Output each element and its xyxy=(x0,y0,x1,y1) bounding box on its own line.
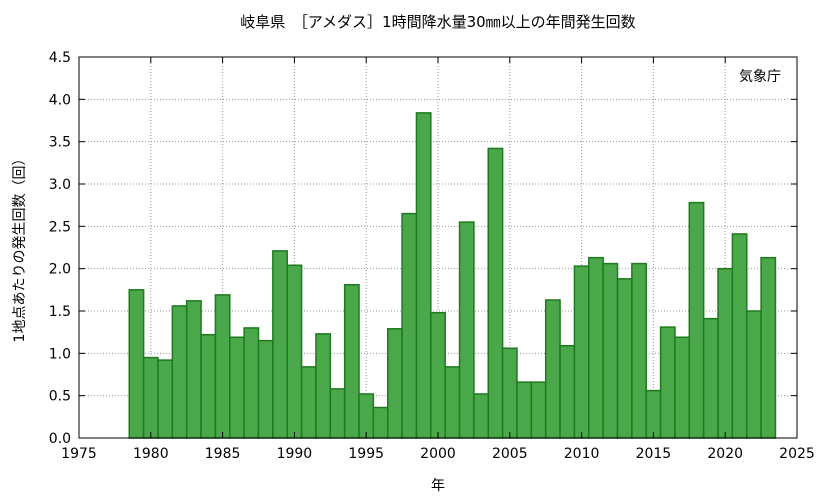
bar-2007 xyxy=(530,381,547,439)
bar-1985 xyxy=(214,294,231,439)
bar-1982 xyxy=(171,305,188,439)
x-axis-label: 年 xyxy=(431,478,445,494)
bar-1996 xyxy=(372,406,389,439)
bar-2015 xyxy=(645,389,662,439)
bar-2017 xyxy=(674,336,691,439)
bar-1979 xyxy=(128,289,145,439)
bars xyxy=(128,112,777,439)
bar-1995 xyxy=(358,393,375,439)
y-tick-label: 1.5 xyxy=(49,304,71,320)
y-tick-label: 2.0 xyxy=(49,262,71,278)
bar-1988 xyxy=(257,339,274,439)
bar-2001 xyxy=(444,366,461,439)
bar-1989 xyxy=(272,250,288,439)
bar-2014 xyxy=(631,262,647,439)
bar-2004 xyxy=(487,147,504,439)
y-tick-label: 0.5 xyxy=(49,389,71,405)
bar-2018 xyxy=(688,201,705,439)
bar-2022 xyxy=(745,310,762,439)
y-tick-label: 3.0 xyxy=(49,177,71,193)
bar-1980 xyxy=(142,356,159,439)
x-tick-label: 2005 xyxy=(492,446,528,462)
bar-1990 xyxy=(286,264,303,439)
bar-1994 xyxy=(343,284,360,439)
y-tick-label: 3.5 xyxy=(49,135,71,151)
x-tick-label: 2020 xyxy=(707,446,743,462)
bar-1997 xyxy=(386,328,403,439)
bar-1993 xyxy=(329,388,346,439)
bar-2008 xyxy=(544,299,561,439)
bar-2013 xyxy=(616,278,633,439)
bar-1981 xyxy=(157,359,174,439)
x-tick-label: 1995 xyxy=(348,446,384,462)
y-tick-label: 0.0 xyxy=(49,431,71,447)
y-axis-label: 1地点あたりの発生回数（回） xyxy=(12,152,28,343)
x-tick-label: 2000 xyxy=(420,446,456,462)
y-tick-label: 4.5 xyxy=(49,50,71,66)
y-tick-label: 1.0 xyxy=(49,346,71,362)
bar-2012 xyxy=(602,262,619,439)
bar-1998 xyxy=(401,212,418,439)
bar-2000 xyxy=(430,311,446,439)
bar-2003 xyxy=(473,393,490,439)
bar-1987 xyxy=(243,327,260,439)
ticks: 1975 1980 1985 1990 1995 2000 2005 2010 2015 2020… xyxy=(49,50,815,462)
bar-1984 xyxy=(200,333,217,439)
bar-2016 xyxy=(659,326,676,439)
bar-2009 xyxy=(559,344,576,439)
bar-1983 xyxy=(185,300,202,439)
x-tick-label: 1985 xyxy=(205,446,241,462)
y-tick-label: 2.5 xyxy=(49,219,71,235)
bar-2002 xyxy=(458,221,475,439)
x-tick-label: 2015 xyxy=(636,446,672,462)
source-label: 気象庁 xyxy=(739,69,781,85)
bar-1999 xyxy=(415,112,432,439)
bar-2005 xyxy=(501,347,518,439)
bar-2023 xyxy=(760,256,777,439)
bar-2019 xyxy=(702,317,719,439)
x-tick-label: 2010 xyxy=(564,446,600,462)
bar-1992 xyxy=(315,333,332,439)
grid-lines xyxy=(79,57,797,438)
chart-title: 岐阜県 ［アメダス］1時間降水量30㎜以上の年間発生回数 xyxy=(240,13,635,31)
bar-2006 xyxy=(516,381,533,439)
x-tick-label: 1975 xyxy=(61,446,97,462)
bar-2011 xyxy=(588,256,604,439)
x-tick-label: 1990 xyxy=(277,446,313,462)
bar-2021 xyxy=(731,233,748,439)
bar-2020 xyxy=(717,267,734,439)
y-tick-label: 4.0 xyxy=(49,92,71,108)
x-tick-label: 1980 xyxy=(133,446,169,462)
bar-2010 xyxy=(573,265,590,439)
x-tick-label: 2025 xyxy=(779,446,815,462)
bar-1986 xyxy=(229,336,245,439)
bar-1991 xyxy=(300,366,317,439)
